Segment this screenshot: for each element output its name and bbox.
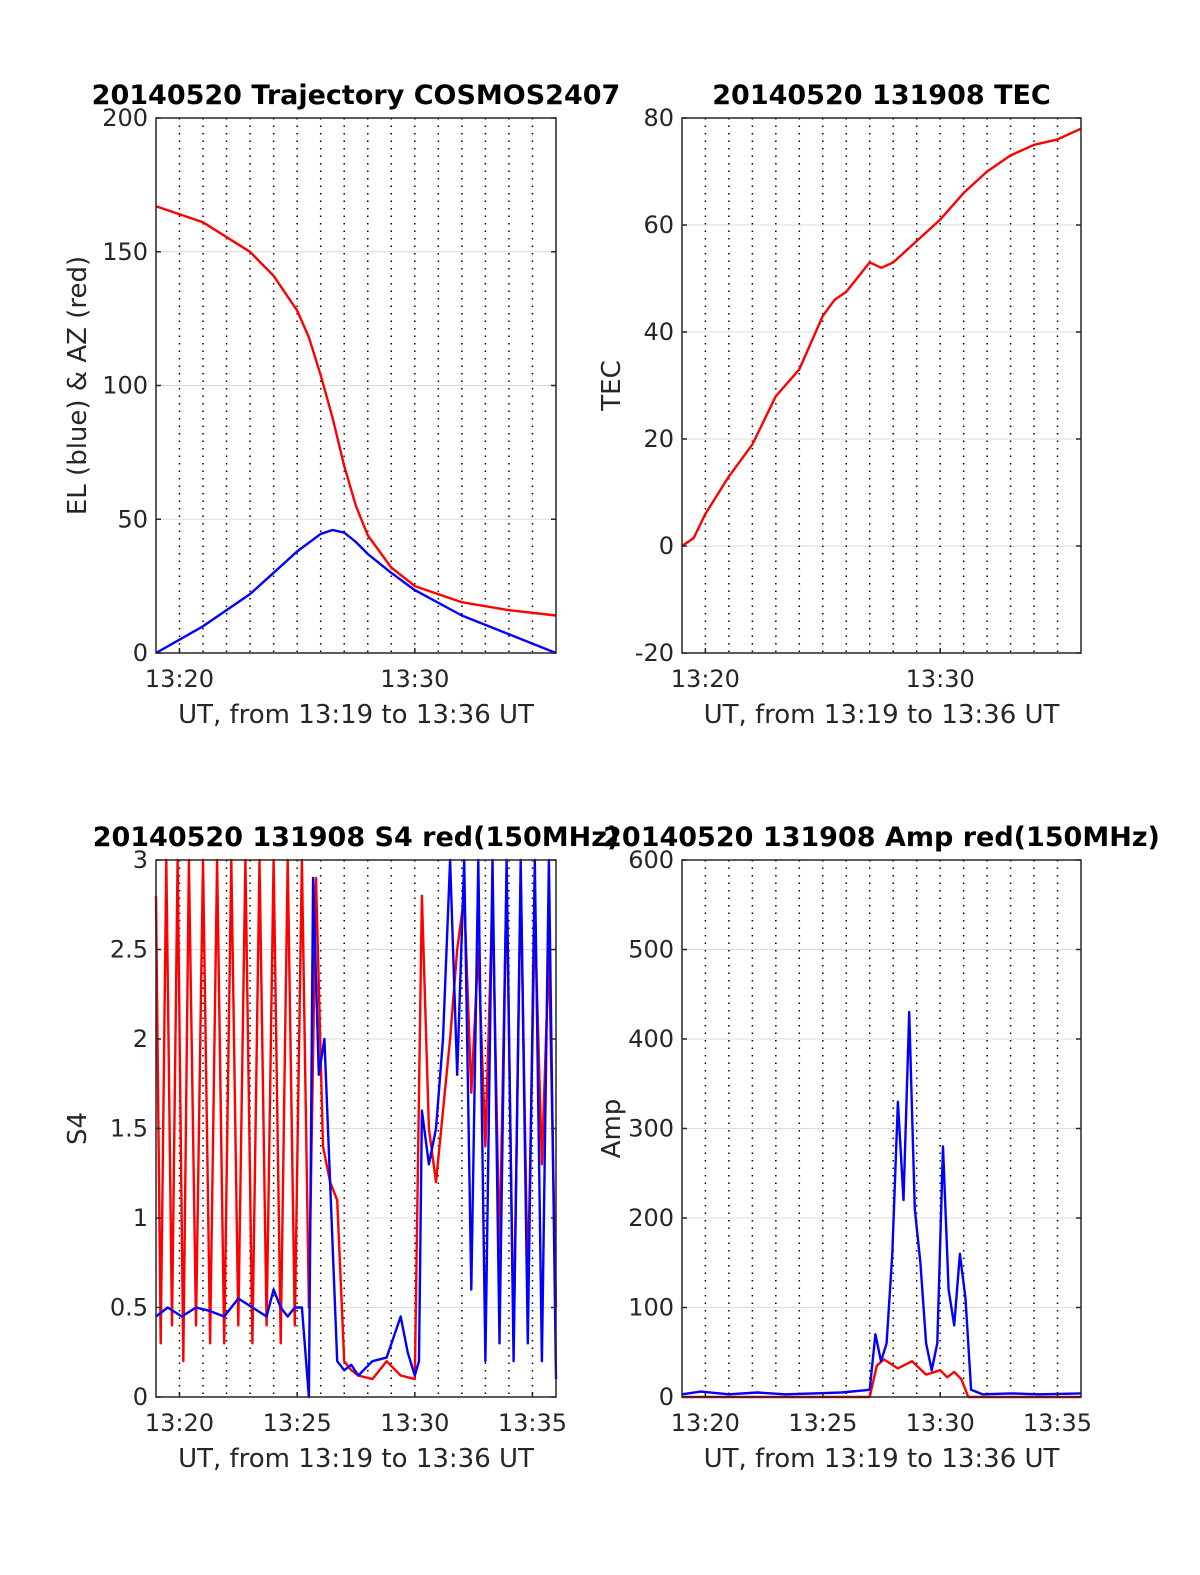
y-tick-label: 2 bbox=[133, 1025, 148, 1053]
series-line-red bbox=[682, 1358, 1081, 1399]
chart-panel-3: 0 0.5 1 1.5 2 2.5 3 13:20 13:25 13:30 13:35 2014052… bbox=[63, 822, 619, 1474]
y-tick-label: 0 bbox=[659, 1383, 674, 1411]
y-tick-label: 100 bbox=[102, 372, 148, 400]
y-tick-label: 80 bbox=[643, 104, 674, 132]
y-tick-label: 600 bbox=[628, 846, 674, 874]
x-tick-label: 13:35 bbox=[498, 1409, 567, 1437]
y-axis-label: Amp bbox=[597, 1099, 627, 1159]
y-tick-label: 0 bbox=[133, 1383, 148, 1411]
chart-title: 20140520 Trajectory COSMOS2407 bbox=[92, 80, 621, 111]
y-tick-label: 3 bbox=[133, 846, 148, 874]
chart-panel-4: 0 100 200 300 400 500 600 13:20 13:25 13:30 13:35 2… bbox=[597, 822, 1160, 1474]
y-tick-label: 40 bbox=[643, 318, 674, 346]
y-axis-label: EL (blue) & AZ (red) bbox=[63, 256, 93, 515]
x-axis-label: UT, from 13:19 to 13:36 UT bbox=[178, 1444, 534, 1474]
x-tick-label: 13:30 bbox=[906, 1409, 975, 1437]
x-axis-label: UT, from 13:19 to 13:36 UT bbox=[704, 1444, 1060, 1474]
series-line-red bbox=[155, 205, 557, 617]
y-tick-label: 200 bbox=[102, 104, 148, 132]
x-tick-label: 13:25 bbox=[263, 1409, 332, 1437]
x-tick-label: 13:20 bbox=[671, 1409, 740, 1437]
chart-panel-1: 0 50 100 150 200 13:20 13:30 20140520 Trajector… bbox=[63, 80, 620, 730]
y-tick-label: 20 bbox=[643, 425, 674, 453]
chart-title: 20140520 131908 Amp red(150MHz) bbox=[603, 822, 1160, 853]
x-tick-label: 13:35 bbox=[1023, 1409, 1092, 1437]
y-tick-label: 1.5 bbox=[110, 1115, 148, 1143]
y-axis-label: TEC bbox=[597, 360, 627, 411]
y-tick-label: 2.5 bbox=[110, 936, 148, 964]
x-axis-label: UT, from 13:19 to 13:36 UT bbox=[178, 700, 534, 730]
x-tick-label: 13:25 bbox=[788, 1409, 857, 1437]
chart-panel-2: -20 0 20 40 60 80 13:20 13:30 20140520 131908 TE… bbox=[597, 80, 1082, 730]
x-tick-label: 13:30 bbox=[906, 665, 975, 693]
y-tick-label: 100 bbox=[628, 1294, 674, 1322]
series-line-red bbox=[681, 127, 1082, 547]
y-tick-label: 200 bbox=[628, 1204, 674, 1232]
y-tick-label: 500 bbox=[628, 936, 674, 964]
x-tick-label: 13:20 bbox=[145, 1409, 214, 1437]
series-line-blue bbox=[681, 1010, 1082, 1396]
x-tick-label: 13:30 bbox=[380, 665, 449, 693]
series-line-blue bbox=[155, 528, 557, 655]
y-tick-label: 60 bbox=[643, 211, 674, 239]
y-tick-label: 150 bbox=[102, 238, 148, 266]
y-tick-label: 0 bbox=[659, 532, 674, 560]
y-axis-label: S4 bbox=[63, 1112, 93, 1145]
y-tick-label: 0 bbox=[133, 639, 148, 667]
axes-box bbox=[681, 117, 1082, 654]
y-tick-label: 0.5 bbox=[110, 1294, 148, 1322]
series-line-blue bbox=[155, 858, 558, 1399]
y-tick-label: 400 bbox=[628, 1025, 674, 1053]
x-tick-label: 13:30 bbox=[380, 1409, 449, 1437]
x-tick-label: 13:20 bbox=[671, 665, 740, 693]
chart-title: 20140520 131908 TEC bbox=[712, 80, 1051, 111]
chart-title: 20140520 131908 S4 red(150MHz) bbox=[93, 822, 620, 853]
y-tick-label: -20 bbox=[635, 639, 674, 667]
y-tick-label: 300 bbox=[628, 1115, 674, 1143]
y-tick-label: 50 bbox=[117, 505, 148, 533]
y-tick-label: 1 bbox=[133, 1204, 148, 1232]
x-axis-label: UT, from 13:19 to 13:36 UT bbox=[704, 700, 1060, 730]
x-tick-label: 13:20 bbox=[145, 665, 214, 693]
